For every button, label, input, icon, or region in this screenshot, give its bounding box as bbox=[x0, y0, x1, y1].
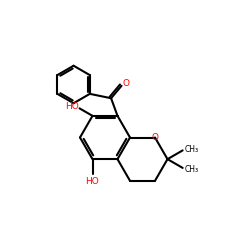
Text: CH₃: CH₃ bbox=[185, 165, 199, 174]
Text: O: O bbox=[152, 133, 158, 142]
Text: CH₃: CH₃ bbox=[185, 145, 199, 154]
Text: HO: HO bbox=[65, 102, 78, 111]
Text: O: O bbox=[122, 79, 130, 88]
Text: HO: HO bbox=[86, 177, 100, 186]
